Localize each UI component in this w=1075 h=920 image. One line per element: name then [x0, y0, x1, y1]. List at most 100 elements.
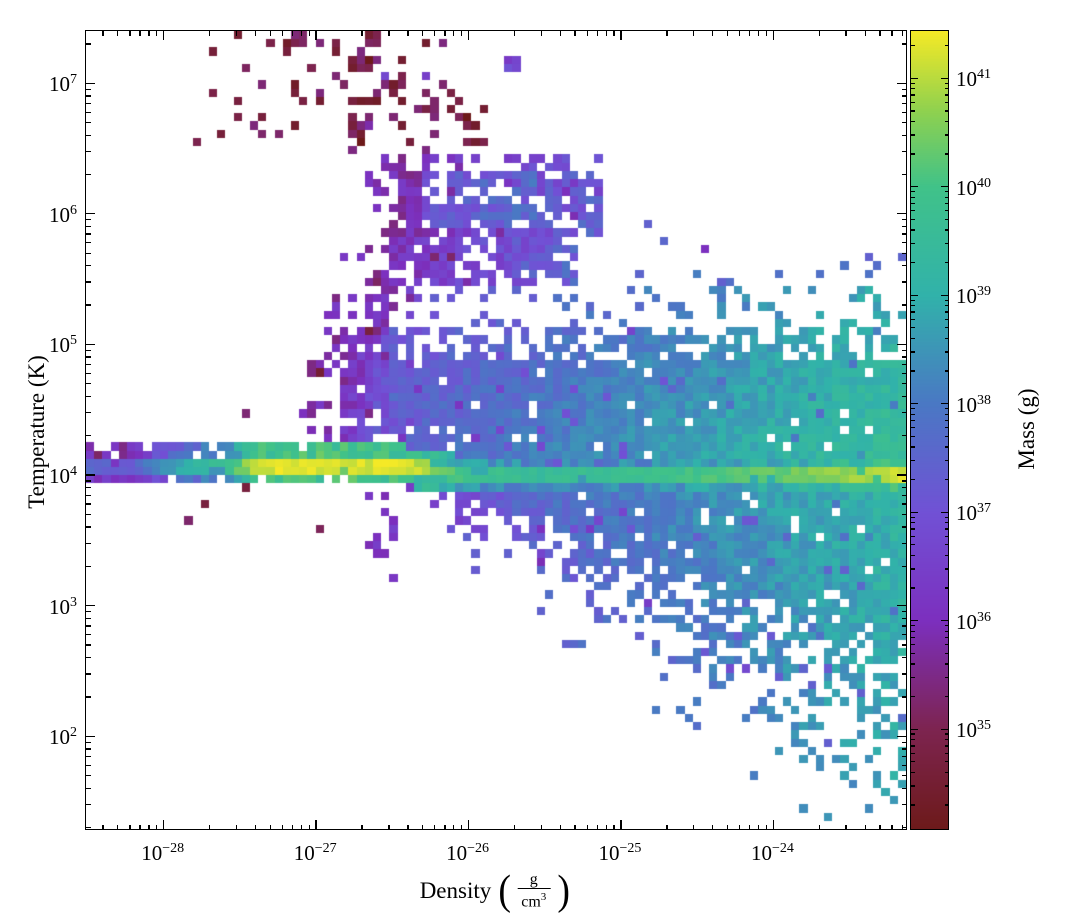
open-paren: (	[497, 868, 511, 914]
colorbar-tick	[911, 804, 915, 806]
y-tick	[86, 225, 91, 228]
x-tick-top	[712, 31, 714, 36]
y-tick-right	[901, 281, 906, 283]
y-tick-right	[901, 252, 906, 254]
colorbar-tick	[944, 785, 948, 787]
colorbar-tick	[911, 77, 918, 79]
x-tick-label: 10−25	[598, 841, 642, 865]
colorbar-tick	[944, 351, 948, 353]
colorbar-tick	[911, 587, 915, 589]
colorbar-tick-label: 1035	[956, 718, 991, 743]
colorbar-tick	[911, 739, 915, 741]
colorbar-tick	[944, 554, 948, 556]
x-tick-top	[765, 31, 768, 36]
x-tick-top	[269, 31, 271, 36]
y-tick	[86, 696, 91, 698]
colorbar-tick	[944, 771, 948, 773]
colorbar-tick	[944, 459, 948, 462]
x-tick-top	[757, 31, 760, 36]
y-tick-right	[901, 435, 906, 437]
y-tick	[86, 233, 91, 235]
colorbar-tick	[944, 218, 948, 220]
x-tick-label: 10−27	[293, 841, 337, 865]
x-tick-top	[407, 31, 409, 36]
colorbar-tick	[911, 620, 918, 622]
x-tick	[613, 824, 615, 829]
colorbar-tick	[911, 435, 915, 437]
y-tick	[86, 774, 91, 777]
colorbar-tick	[911, 771, 915, 773]
colorbar-tick	[911, 413, 915, 415]
colorbar-tick	[944, 82, 948, 84]
x-axis-label: Density ( g cm3 )	[420, 870, 571, 912]
y-tick	[86, 213, 95, 215]
x-tick-top	[254, 31, 257, 36]
y-tick-right	[901, 803, 906, 806]
colorbar-tick-label: 1037	[956, 501, 991, 526]
x-tick	[361, 824, 363, 829]
y-tick-label: 103	[49, 594, 77, 619]
y-tick-right	[901, 372, 906, 375]
unit-numerator: g	[529, 871, 538, 889]
y-tick	[86, 480, 91, 482]
y-tick	[86, 787, 91, 789]
y-tick	[86, 764, 91, 766]
colorbar-tick	[944, 535, 948, 537]
colorbar-tick	[944, 191, 948, 193]
colorbar-tick	[911, 446, 915, 448]
x-tick-top	[772, 31, 775, 40]
colorbar-tick	[944, 101, 948, 103]
colorbar-tick	[944, 624, 948, 627]
x-tick	[596, 824, 599, 829]
y-tick-label: 105	[49, 333, 77, 358]
y-tick	[86, 82, 95, 84]
x-tick	[388, 824, 390, 829]
colorbar-tick	[944, 196, 948, 198]
y-tick	[86, 150, 91, 153]
x-tick	[693, 824, 695, 829]
x-tick	[901, 824, 903, 829]
colorbar-tick	[944, 337, 948, 339]
colorbar-tick	[944, 153, 948, 155]
colorbar-tick-label: 1040	[956, 175, 991, 200]
colorbar-tick	[944, 261, 948, 264]
y-tick	[86, 304, 91, 306]
colorbar-tick	[911, 511, 918, 513]
unit-denominator: cm3	[517, 888, 551, 911]
colorbar-tick	[944, 318, 948, 320]
y-tick-right	[901, 696, 906, 698]
x-tick-top	[513, 31, 516, 36]
colorbar-tick	[944, 695, 948, 698]
colorbar-tick	[911, 120, 915, 123]
y-tick-right	[901, 644, 906, 646]
y-tick-right	[901, 173, 906, 176]
y-tick-right	[901, 774, 906, 777]
y-tick-right	[901, 412, 906, 414]
colorbar-tick	[911, 478, 915, 481]
colorbar-tick	[941, 77, 948, 79]
colorbar-tick	[944, 676, 948, 679]
x-axis-unit-fraction: g cm3	[517, 871, 551, 911]
colorbar-tick	[944, 804, 948, 806]
colorbar-tick	[944, 528, 948, 530]
y-tick-right	[901, 755, 906, 758]
x-tick	[281, 824, 283, 829]
y-tick	[86, 605, 95, 607]
y-tick-label: 102	[49, 725, 77, 750]
x-tick-top	[315, 31, 317, 40]
x-tick	[540, 824, 542, 829]
x-tick	[772, 820, 775, 829]
x-tick-top	[434, 31, 436, 36]
x-tick	[726, 824, 729, 829]
x-tick-top	[453, 31, 455, 36]
colorbar-tick	[911, 403, 918, 405]
y-tick	[86, 673, 91, 675]
colorbar-tick	[911, 351, 915, 353]
x-tick-top	[281, 31, 283, 36]
colorbar-tick	[911, 644, 915, 646]
colorbar-tick	[941, 511, 948, 513]
y-tick	[86, 372, 91, 375]
y-tick-right	[901, 356, 906, 358]
colorbar-tick	[911, 728, 918, 730]
x-tick-top	[444, 31, 446, 36]
